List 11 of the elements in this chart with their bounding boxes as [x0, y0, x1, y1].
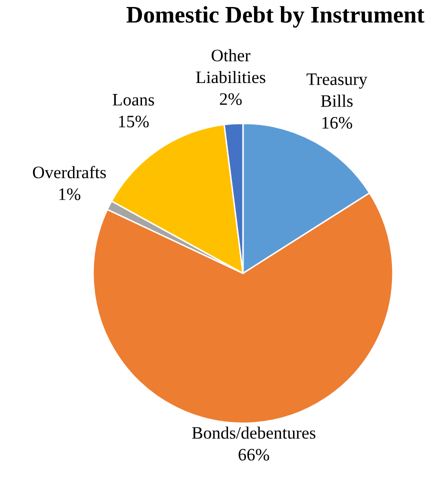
data-label: 15%: [119, 116, 149, 128]
data-label: 66%: [238, 448, 270, 461]
slice-label: Other Liabilities: [196, 49, 266, 84]
chart-title: Domestic Debt by Instrument: [126, 6, 424, 28]
slice-label: Treasury Bills: [306, 74, 368, 107]
data-label: 16%: [322, 116, 352, 129]
slice-label: Overdrafts: [32, 166, 106, 178]
slice-label: Loans: [112, 94, 154, 106]
slice-label: Bonds/debentures: [192, 426, 316, 439]
data-label: 1%: [59, 188, 80, 200]
data-label: 2%: [220, 93, 242, 105]
